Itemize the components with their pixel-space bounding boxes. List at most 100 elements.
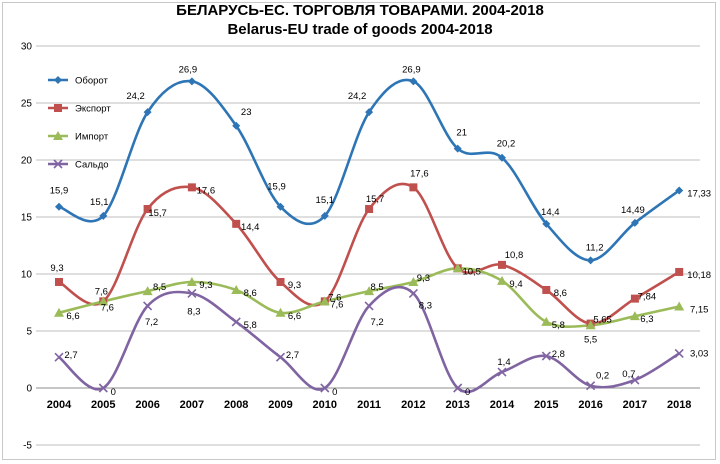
data-point-triangle [452,263,463,273]
data-label: 0 [111,387,116,398]
data-point-x [364,301,374,311]
data-label: 2,7 [64,350,77,361]
data-point-triangle [674,301,685,311]
data-label: 14,4 [241,222,260,233]
data-point-x [453,383,463,393]
data-label: 9,3 [50,263,63,274]
data-point-square [675,267,684,276]
legend-marker-triangle [53,131,63,140]
data-label: 0 [465,387,470,398]
data-point-triangle [319,296,330,306]
data-label: 2,7 [286,350,299,361]
data-point-triangle [497,275,507,285]
data-point-diamond [232,121,241,130]
data-point-diamond [542,219,551,228]
data-label: 6,6 [66,311,79,322]
data-label: 1,4 [497,357,510,368]
data-label: 17,6 [410,168,429,179]
data-labels: 15,9 15,1 24,2 26,9 23 15,9 15,1 24,2 26,9 21 20,2… [50,64,711,398]
data-point-square [55,277,63,286]
data-label: 15,1 [90,197,109,208]
data-point-x [497,367,507,377]
data-label: 5,8 [552,320,565,331]
data-point-diamond [187,77,196,86]
data-label: 24,2 [348,91,367,102]
legend-label: Сальдо [75,160,109,171]
data-label: 0,2 [596,371,609,382]
marker-x-stroke [497,367,507,377]
legend-label: Экспорт [75,104,111,115]
data-point-triangle [364,286,375,296]
x-tick-label: 2015 [534,399,558,411]
data-label: 15,7 [366,194,385,205]
marker-x-stroke [231,317,241,327]
data-label: 7,6 [330,299,343,310]
data-label: 8,5 [370,282,383,293]
data-label: 11,2 [586,242,604,253]
x-tick-label: 2005 [91,399,115,411]
marker-x-stroke [53,159,63,169]
data-label: 8,3 [419,300,432,311]
y-tick-label: 20 [21,156,33,167]
data-label: 6,3 [640,314,653,325]
data-point-triangle [54,307,64,317]
data-point-triangle [585,320,596,330]
data-label: 7,84 [638,292,657,303]
data-point-x [630,375,640,385]
data-point-x [541,351,551,361]
data-label: 9,3 [417,273,430,284]
data-label: 7,15 [690,304,709,315]
data-label: 5,5 [584,334,597,345]
y-axis-ticks: -5 0 5 10 15 20 25 30 [21,42,33,452]
legend-item: Экспорт [48,104,111,115]
x-axis-ticks: 2004 2005 2006 2007 2008 2009 2010 2011 2012 2013… [47,399,692,411]
series-markers [54,77,685,393]
data-label: 7,2 [370,317,383,328]
x-tick-label: 2018 [667,399,691,411]
chart-title: БЕЛАРУСЬ-ЕС. ТОРГОВЛЯ ТОВАРАМИ. 2004-201… [176,2,544,19]
data-label: 9,4 [509,279,522,290]
data-point-diamond [55,202,63,211]
data-point-triangle [98,296,109,306]
data-label: 26,9 [402,64,421,75]
data-point-triangle [275,307,286,317]
y-tick-label: 0 [26,384,32,395]
data-point-square [365,205,374,214]
data-point-x [674,348,684,359]
x-tick-label: 2011 [357,399,381,411]
data-label: 10,18 [687,270,711,281]
data-point-diamond [143,108,152,117]
y-tick-label: 10 [21,270,33,281]
legend-marker-diamond [54,76,62,84]
data-label: 7,6 [328,292,341,303]
data-label: 20,2 [497,139,516,150]
data-point-triangle [408,276,419,286]
data-label: 6,6 [288,311,301,322]
marker-x-stroke [453,383,463,393]
marker-x-stroke [98,383,108,393]
data-point-triangle [231,284,242,294]
data-label: 15,1 [316,195,335,206]
data-point-triangle [142,286,153,296]
x-tick-label: 2016 [578,399,602,411]
data-label: 15,7 [148,208,167,219]
data-point-square [542,285,551,294]
data-point-x [187,288,197,298]
data-point-square [276,277,285,286]
data-label: 17,33 [687,188,711,199]
data-point-diamond [320,211,329,220]
data-point-diamond [99,211,108,220]
legend: Оборот Экспорт Импорт Сальдо [48,76,111,171]
data-point-diamond [675,186,684,195]
data-label: 9,3 [288,280,301,291]
marker-x-stroke [630,375,640,385]
data-label: 8,6 [244,288,257,299]
marker-x-stroke [674,348,684,359]
data-point-square [187,183,196,192]
data-label: 14,4 [541,207,560,218]
marker-x-stroke [143,301,153,311]
data-label: 23 [241,107,252,118]
data-point-square [232,219,241,228]
data-point-x [54,352,64,362]
